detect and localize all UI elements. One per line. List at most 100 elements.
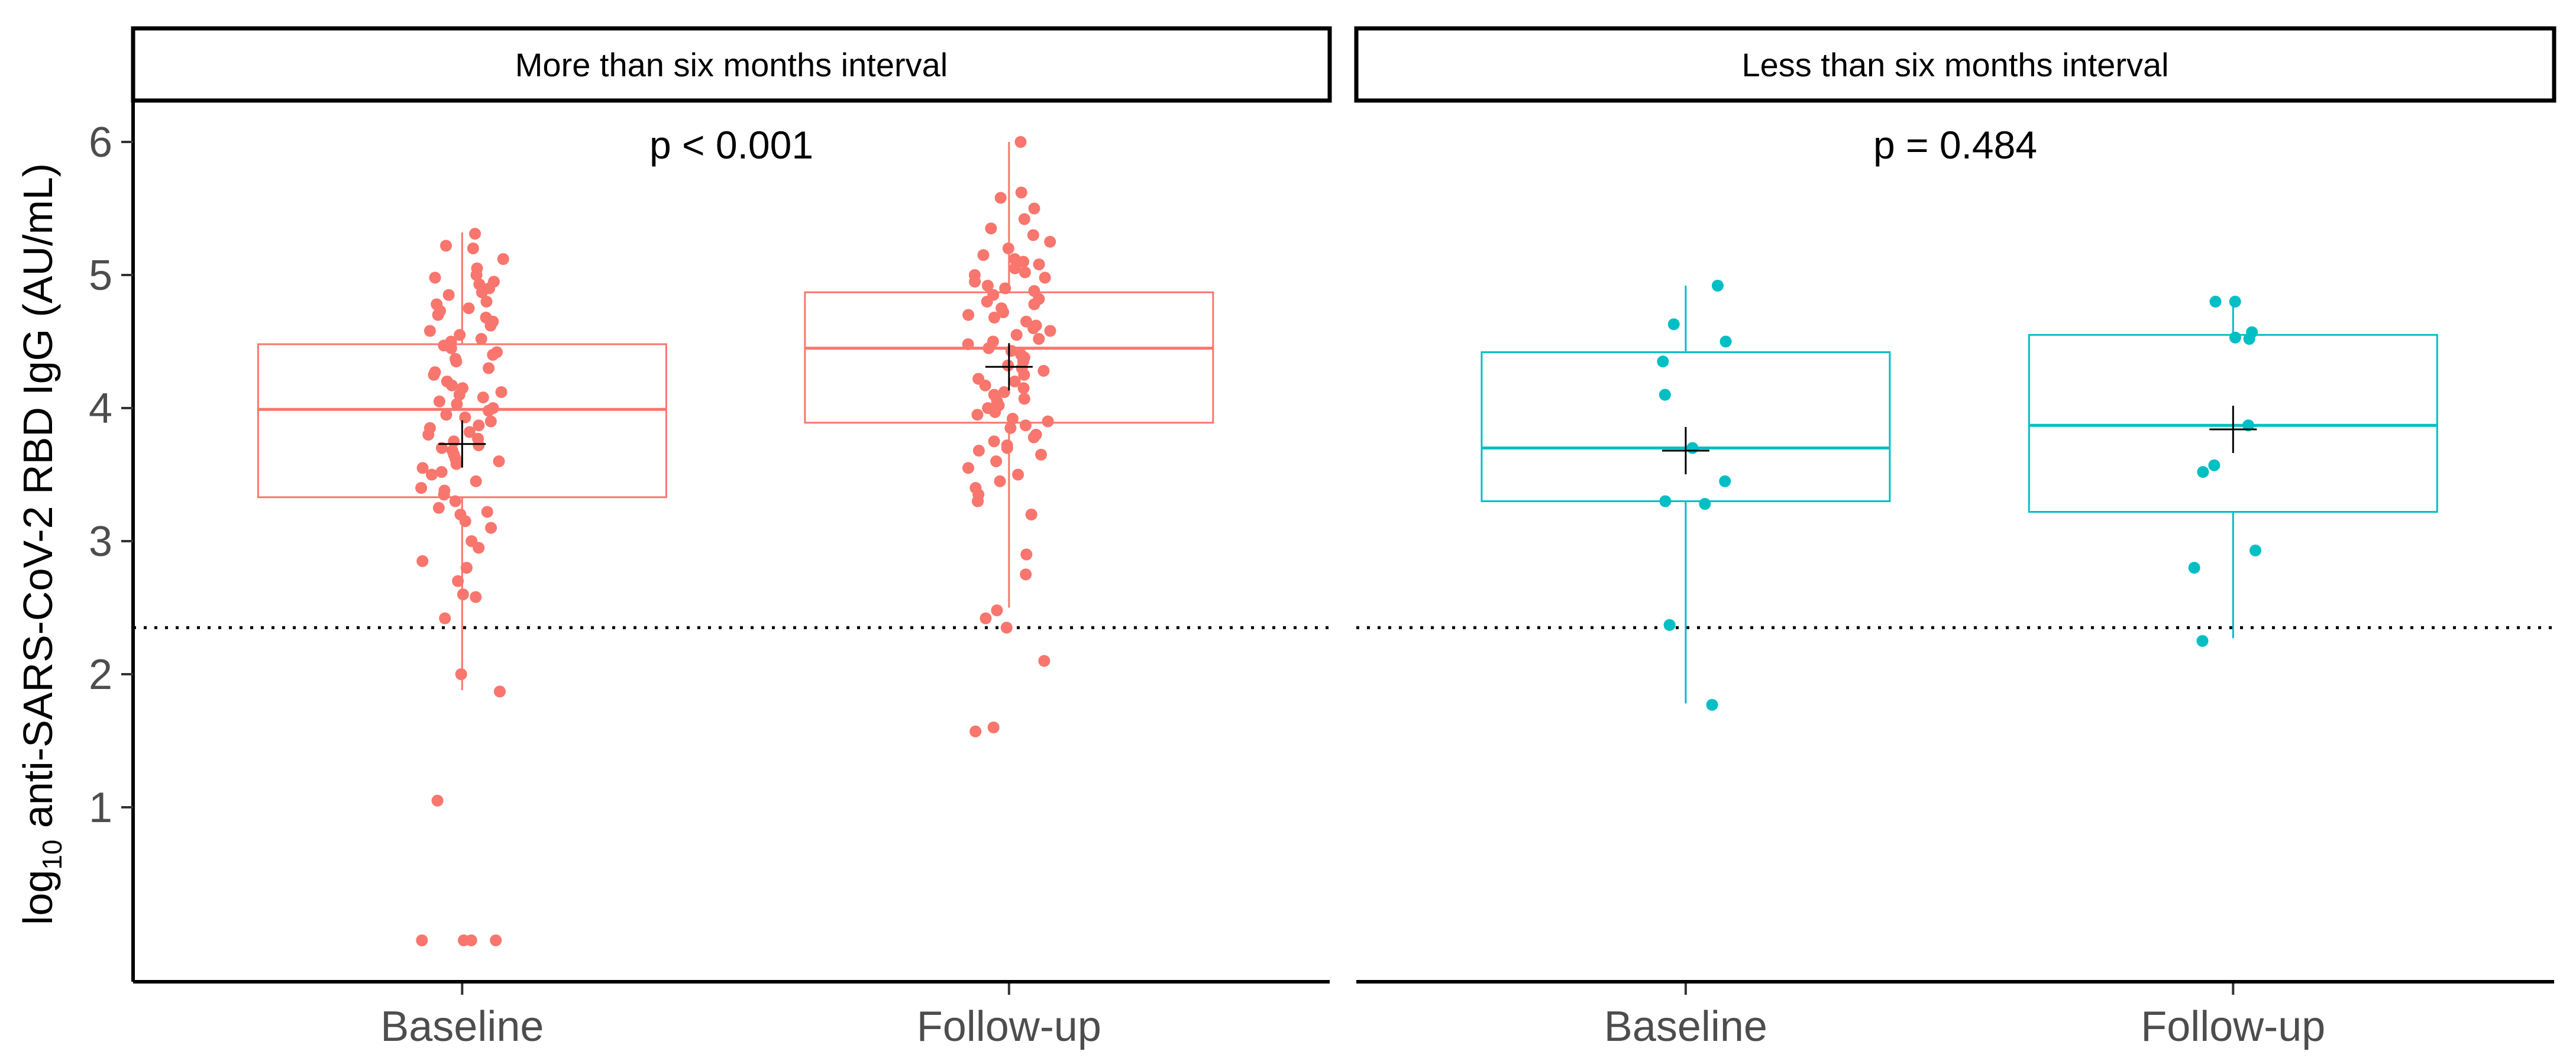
data-point	[994, 192, 1007, 204]
data-point	[1010, 329, 1023, 341]
data-point	[981, 280, 994, 292]
y-tick-label: 4	[89, 385, 112, 432]
p-value-annotation: p < 0.001	[649, 123, 813, 167]
data-point	[1002, 360, 1014, 371]
data-point	[1035, 448, 1048, 461]
data-point	[1706, 698, 1718, 711]
y-axis-title-subscript: 10	[37, 840, 67, 870]
data-point	[962, 309, 975, 321]
data-point	[1017, 255, 1030, 268]
y-tick-label: 2	[89, 651, 112, 698]
facet-panel-1: More than six months interval p < 0.001 Ba…	[89, 26, 1332, 1050]
data-point	[1657, 355, 1669, 368]
data-point	[988, 435, 1000, 448]
y-axis-title: log10 anti-SARS-CoV-2 RBD IgG (AU/mL)	[15, 163, 67, 925]
y-tick-label: 6	[89, 119, 112, 166]
data-point	[445, 342, 457, 354]
data-point	[2208, 459, 2221, 471]
data-point	[989, 406, 1001, 418]
data-point	[1042, 415, 1054, 428]
group-baseline: Baseline	[257, 228, 667, 1050]
data-point	[446, 379, 458, 392]
data-point	[1025, 509, 1037, 520]
data-point	[485, 522, 497, 534]
data-point	[987, 722, 1000, 733]
data-point	[1020, 568, 1032, 581]
data-point	[1039, 271, 1051, 284]
data-point	[416, 462, 429, 474]
data-point	[1720, 335, 1732, 348]
facet-panels: More than six months interval p < 0.001 Ba…	[89, 26, 2556, 1050]
data-point	[1659, 495, 1672, 507]
data-point	[988, 312, 1000, 324]
data-point	[473, 419, 485, 432]
data-point	[465, 934, 477, 946]
data-point	[1004, 422, 1017, 434]
data-point	[469, 228, 481, 240]
data-point	[1028, 298, 1040, 310]
x-tick-label: Follow-up	[917, 1003, 1101, 1050]
data-point	[457, 588, 469, 600]
data-point	[980, 612, 992, 625]
data-point	[483, 362, 495, 374]
y-tick-label: 1	[89, 784, 112, 832]
data-point	[1027, 431, 1040, 444]
data-point	[1719, 475, 1731, 487]
data-point	[962, 338, 974, 350]
data-point	[440, 409, 453, 421]
data-point	[439, 612, 451, 625]
data-point	[442, 289, 455, 301]
data-point	[962, 462, 974, 474]
x-tick-label: Follow-up	[2141, 1003, 2325, 1050]
data-point	[990, 455, 1003, 467]
data-point	[493, 685, 506, 698]
data-point	[431, 794, 444, 807]
data-point	[451, 398, 463, 410]
x-tick-label: Baseline	[380, 1003, 544, 1050]
data-point	[2229, 296, 2241, 308]
data-point	[425, 468, 438, 481]
data-point	[1659, 389, 1671, 401]
data-point	[1017, 382, 1030, 394]
data-point	[2196, 635, 2209, 647]
data-point	[476, 286, 488, 299]
data-point	[432, 502, 445, 514]
data-point	[2209, 296, 2222, 308]
data-point	[467, 242, 479, 254]
data-point	[429, 271, 441, 284]
data-point	[433, 395, 445, 407]
data-point	[450, 355, 463, 368]
y-axis-title-log: log	[15, 870, 61, 925]
x-tick-label: Baseline	[1604, 1003, 1767, 1050]
data-point	[1019, 266, 1031, 279]
data-point	[470, 269, 483, 281]
data-point	[460, 562, 473, 574]
data-point	[497, 253, 509, 265]
data-point	[432, 309, 444, 321]
data-point	[438, 489, 450, 501]
data-point	[475, 333, 487, 345]
data-point	[2242, 419, 2254, 432]
y-tick-label: 5	[89, 252, 112, 299]
data-point	[1001, 442, 1013, 454]
data-point	[994, 475, 1006, 487]
data-point	[452, 575, 464, 587]
box	[1481, 351, 1891, 502]
data-point	[424, 325, 436, 337]
facet-strip	[1354, 26, 2556, 103]
facet-strip-label: More than six months interval	[515, 46, 948, 83]
data-point	[1002, 242, 1014, 254]
data-point	[1000, 622, 1013, 634]
data-point	[2243, 333, 2255, 345]
data-point	[972, 495, 984, 507]
data-point	[473, 439, 485, 451]
data-point	[1018, 213, 1030, 225]
data-point	[493, 455, 505, 467]
group-follow-up: Follow-up	[2028, 296, 2438, 1050]
data-point	[1033, 258, 1045, 270]
data-point	[1663, 619, 1676, 631]
data-point	[490, 934, 502, 946]
data-point	[1018, 368, 1030, 381]
data-point	[422, 429, 435, 441]
